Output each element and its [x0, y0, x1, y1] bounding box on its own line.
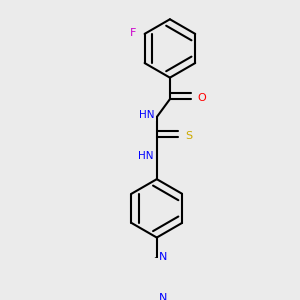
Text: N: N	[159, 293, 168, 300]
Text: HN: HN	[138, 151, 154, 161]
Text: F: F	[130, 28, 136, 38]
Text: N: N	[159, 251, 168, 262]
Text: HN: HN	[139, 110, 154, 120]
Text: O: O	[197, 93, 206, 103]
Text: S: S	[185, 131, 192, 141]
